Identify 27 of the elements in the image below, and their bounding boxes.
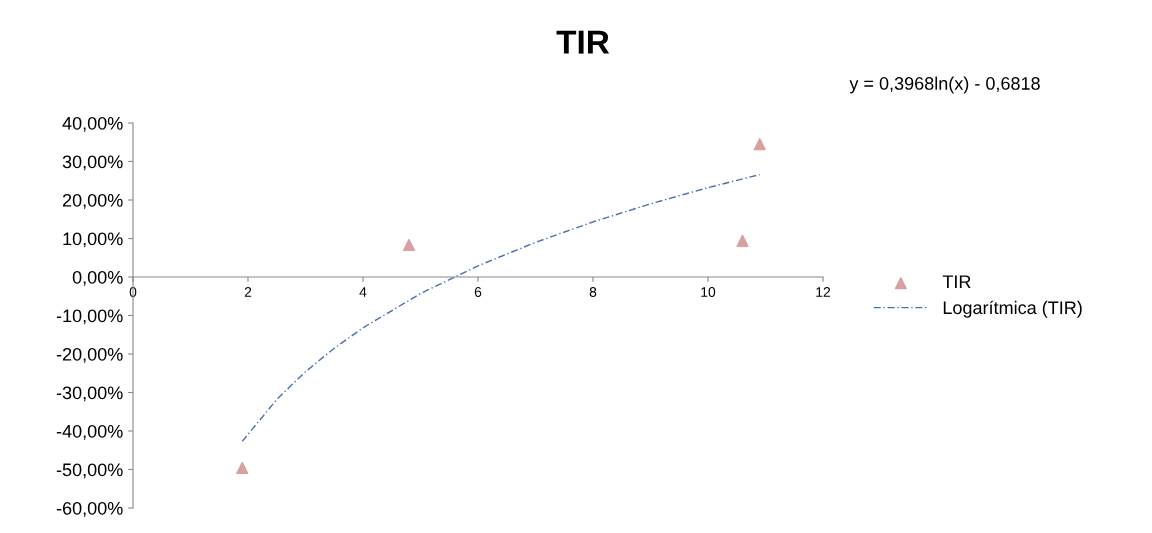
point xyxy=(753,138,766,151)
y-tick-label: 40,00% xyxy=(62,116,123,132)
x-tick-label: 12 xyxy=(816,287,831,297)
legend-label: TIR xyxy=(942,275,971,288)
y-tick-label: -10,00% xyxy=(56,309,123,325)
x-tick-label: 10 xyxy=(701,287,716,297)
y-tick-label: -60,00% xyxy=(56,501,123,517)
x-tick-label: 6 xyxy=(474,287,482,297)
y-tick-label: -30,00% xyxy=(56,386,123,402)
y-tick-label: -50,00% xyxy=(56,463,123,479)
y-tick-label: 20,00% xyxy=(62,193,123,209)
x-tick-label: 4 xyxy=(359,287,367,297)
legend-label: Logarítmica (TIR) xyxy=(943,300,1082,318)
text: y = 0,3968ln(x) - 0,6818 xyxy=(849,76,1040,94)
point xyxy=(402,238,416,252)
point xyxy=(236,461,249,475)
point xyxy=(736,234,749,247)
y-tick-label: 0,00% xyxy=(72,270,123,286)
chart-title: TIR xyxy=(556,30,610,54)
x-tick-label: 2 xyxy=(244,287,252,297)
y-tick-label: 10,00% xyxy=(63,232,123,248)
x-tick-label: 0 xyxy=(129,287,137,297)
y-tick-label: 30,00% xyxy=(62,155,123,171)
y-tick-label: -40,00% xyxy=(56,424,123,440)
x-tick-label: 8 xyxy=(589,287,597,297)
y-tick-label: -20,00% xyxy=(56,347,123,363)
line-series xyxy=(241,173,761,443)
